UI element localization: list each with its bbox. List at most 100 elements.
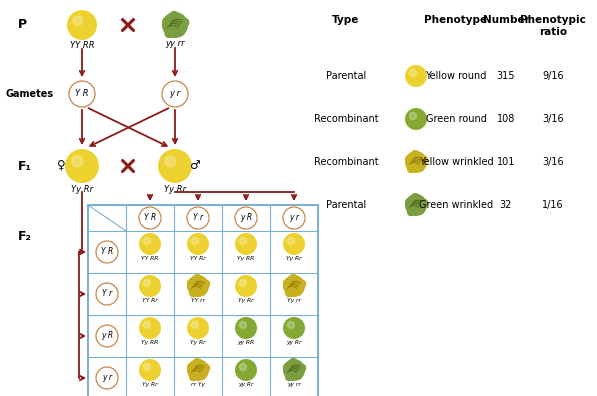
Circle shape — [405, 194, 427, 216]
Circle shape — [287, 237, 294, 244]
Polygon shape — [187, 359, 210, 381]
Text: YY rr: YY rr — [191, 298, 205, 303]
Text: 32: 32 — [500, 200, 512, 210]
Text: 315: 315 — [497, 71, 515, 81]
Circle shape — [192, 322, 198, 328]
Text: Yy Rr: Yy Rr — [164, 185, 186, 194]
Text: y r: y r — [102, 373, 112, 383]
Circle shape — [187, 233, 209, 255]
Text: YY RR: YY RR — [141, 256, 159, 261]
Text: Type: Type — [333, 15, 359, 25]
Circle shape — [143, 322, 150, 328]
Text: y R: y R — [101, 331, 113, 341]
Text: Y R: Y R — [144, 213, 156, 223]
Circle shape — [143, 280, 150, 286]
Text: 108: 108 — [497, 114, 515, 124]
Text: Yy RR: Yy RR — [141, 340, 159, 345]
Text: Yellow round: Yellow round — [425, 71, 487, 81]
Circle shape — [235, 359, 257, 381]
Circle shape — [67, 10, 97, 40]
Circle shape — [165, 156, 176, 167]
Circle shape — [239, 322, 247, 328]
Circle shape — [187, 359, 209, 381]
Circle shape — [139, 233, 161, 255]
Text: 101: 101 — [497, 157, 515, 167]
Circle shape — [139, 317, 161, 339]
Text: Number: Number — [482, 15, 530, 25]
Circle shape — [187, 275, 209, 297]
Circle shape — [235, 275, 257, 297]
Text: YY Rr: YY Rr — [190, 256, 206, 261]
Text: Phenotypic
ratio: Phenotypic ratio — [520, 15, 586, 36]
Text: yy Rr: yy Rr — [286, 340, 301, 345]
Text: Yy Rr: Yy Rr — [142, 382, 158, 387]
Circle shape — [239, 237, 247, 244]
Circle shape — [192, 237, 198, 244]
Text: Recombinant: Recombinant — [313, 114, 378, 124]
Text: Y R: Y R — [75, 89, 89, 99]
Text: 1/16: 1/16 — [542, 200, 564, 210]
Text: Yellow wrinkled: Yellow wrinkled — [418, 157, 493, 167]
Polygon shape — [284, 274, 306, 297]
Text: Parental: Parental — [326, 71, 366, 81]
Circle shape — [283, 317, 305, 339]
Circle shape — [239, 280, 247, 286]
Text: yy rr: yy rr — [165, 40, 185, 48]
Text: P: P — [18, 19, 27, 32]
Text: Recombinant: Recombinant — [313, 157, 378, 167]
Circle shape — [405, 151, 427, 173]
Polygon shape — [163, 11, 189, 37]
Text: Yy Rr: Yy Rr — [286, 256, 302, 261]
Text: Y R: Y R — [101, 248, 113, 257]
Polygon shape — [284, 359, 306, 381]
Text: 9/16: 9/16 — [542, 71, 564, 81]
Text: y r: y r — [170, 89, 180, 99]
Circle shape — [405, 108, 427, 130]
Text: Yy Rr: Yy Rr — [71, 185, 93, 194]
Text: Yy RR: Yy RR — [238, 256, 255, 261]
Text: Parental: Parental — [326, 200, 366, 210]
Text: rr Yy: rr Yy — [191, 382, 205, 387]
Circle shape — [283, 233, 305, 255]
Circle shape — [143, 364, 150, 370]
Text: Phenotype: Phenotype — [424, 15, 488, 25]
Circle shape — [139, 359, 161, 381]
Circle shape — [72, 156, 82, 167]
Circle shape — [158, 149, 192, 183]
Circle shape — [65, 149, 99, 183]
Circle shape — [239, 364, 247, 370]
Text: Yy rr: Yy rr — [287, 298, 301, 303]
Circle shape — [139, 275, 161, 297]
Circle shape — [410, 69, 417, 76]
Text: ♀: ♀ — [57, 158, 65, 171]
Circle shape — [283, 275, 305, 297]
Text: y r: y r — [289, 213, 299, 223]
Text: Y r: Y r — [193, 213, 203, 223]
Text: Gametes: Gametes — [5, 89, 53, 99]
Circle shape — [405, 65, 427, 87]
Text: y R: y R — [240, 213, 252, 223]
Polygon shape — [405, 150, 427, 173]
Polygon shape — [405, 194, 427, 215]
Circle shape — [187, 317, 209, 339]
Circle shape — [162, 12, 188, 38]
Circle shape — [287, 322, 294, 328]
Text: yy rr: yy rr — [287, 382, 301, 387]
Circle shape — [283, 359, 305, 381]
Text: Yy Rr: Yy Rr — [190, 340, 206, 345]
Text: 3/16: 3/16 — [542, 157, 564, 167]
Circle shape — [235, 233, 257, 255]
Text: yy Rr: yy Rr — [238, 382, 254, 387]
Text: YY Rr: YY Rr — [142, 298, 158, 303]
Text: ♂: ♂ — [189, 158, 199, 171]
Circle shape — [235, 317, 257, 339]
Text: 3/16: 3/16 — [542, 114, 564, 124]
Text: YY RR: YY RR — [70, 42, 94, 51]
Circle shape — [143, 237, 150, 244]
Text: Yy Rr: Yy Rr — [238, 298, 254, 303]
Text: Green round: Green round — [426, 114, 487, 124]
Circle shape — [410, 112, 417, 120]
Text: yy RR: yy RR — [238, 340, 254, 345]
Text: F₁: F₁ — [18, 160, 32, 173]
Text: Green wrinkled: Green wrinkled — [419, 200, 493, 210]
